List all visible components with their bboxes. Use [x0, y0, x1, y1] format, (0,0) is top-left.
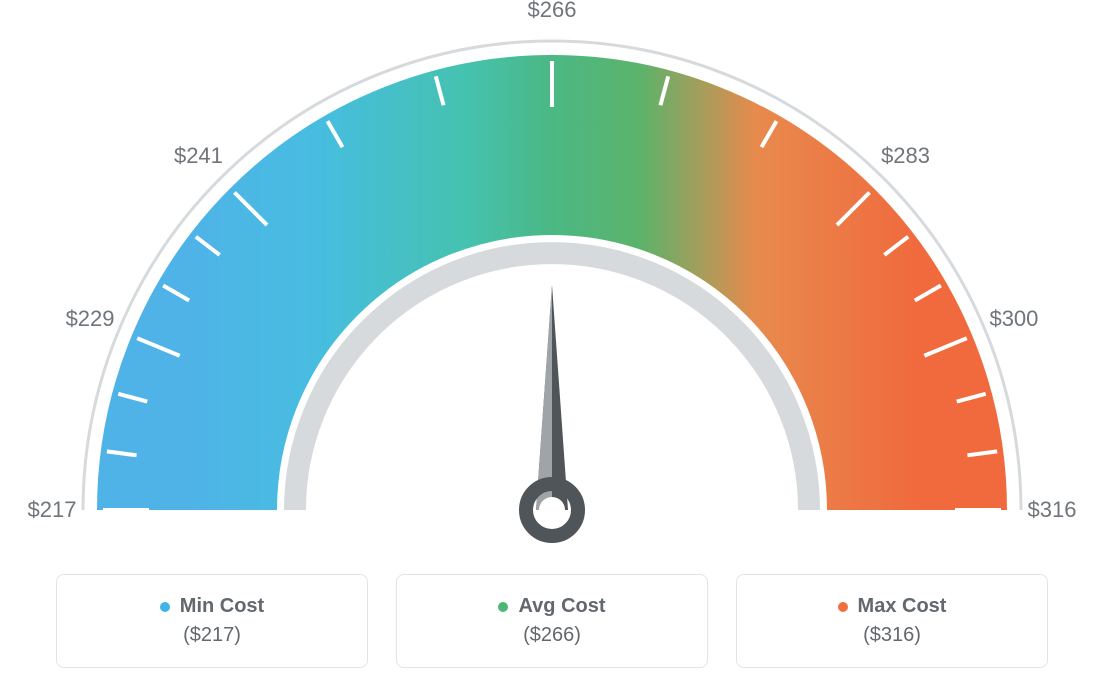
- legend-value-max: ($316): [863, 624, 921, 647]
- gauge-tick-label: $241: [174, 143, 223, 169]
- legend-value-avg: ($266): [523, 624, 581, 647]
- gauge-svg: [0, 0, 1104, 560]
- dot-icon: [838, 602, 848, 612]
- legend-card-min: Min Cost ($217): [56, 574, 368, 668]
- gauge-tick-label: $266: [528, 0, 577, 23]
- legend-label-avg: Avg Cost: [518, 595, 605, 618]
- gauge-tick-label: $229: [66, 306, 115, 332]
- legend-title-avg: Avg Cost: [498, 595, 605, 618]
- dot-icon: [160, 602, 170, 612]
- legend-card-max: Max Cost ($316): [736, 574, 1048, 668]
- gauge-tick-label: $283: [881, 143, 930, 169]
- legend-row: Min Cost ($217) Avg Cost ($266) Max Cost…: [0, 574, 1104, 668]
- dot-icon: [498, 602, 508, 612]
- legend-title-max: Max Cost: [838, 595, 947, 618]
- legend-label-max: Max Cost: [858, 595, 947, 618]
- cost-gauge-chart: { "gauge": { "type": "gauge", "min": 217…: [0, 0, 1104, 690]
- legend-value-min: ($217): [183, 624, 241, 647]
- legend-title-min: Min Cost: [160, 595, 264, 618]
- gauge-tick-label: $217: [28, 497, 77, 523]
- legend-card-avg: Avg Cost ($266): [396, 574, 708, 668]
- gauge-tick-label: $300: [989, 306, 1038, 332]
- gauge-tick-label: $316: [1028, 497, 1077, 523]
- legend-label-min: Min Cost: [180, 595, 264, 618]
